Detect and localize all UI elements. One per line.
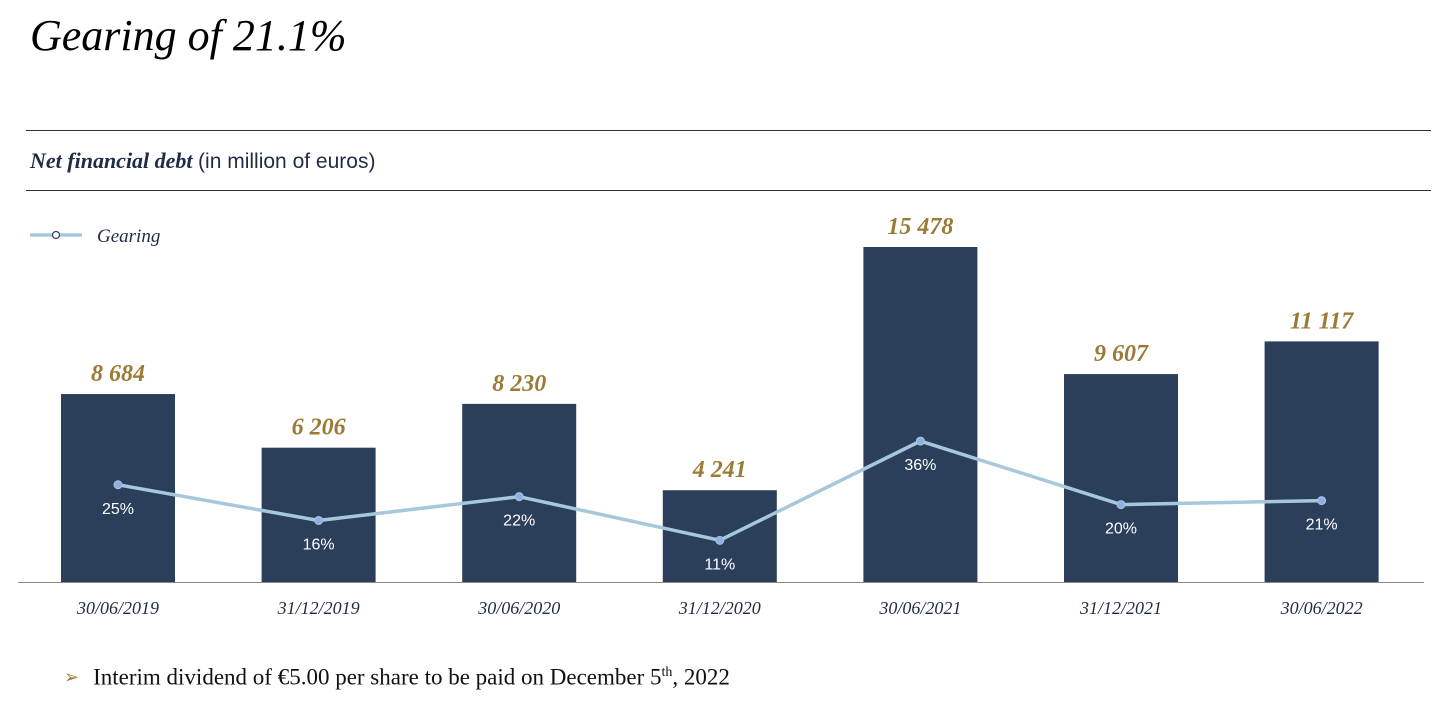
bar-value-label: 8 230 (492, 371, 546, 397)
x-tick-label: 31/12/2019 (277, 598, 360, 618)
gearing-value-label: 25% (102, 501, 134, 518)
bar-value-label: 4 241 (692, 457, 747, 483)
arrow-bullet-icon: ➢ (64, 666, 80, 688)
x-tick-label: 30/06/2022 (1280, 598, 1363, 618)
x-tick-label: 30/06/2020 (477, 598, 560, 618)
gearing-point (514, 492, 524, 502)
footer-text-before: Interim dividend of €5.00 per share to b… (93, 664, 662, 690)
gearing-point (113, 480, 123, 490)
footer-note: ➢ Interim dividend of €5.00 per share to … (64, 657, 730, 696)
gearing-value-label: 16% (303, 536, 335, 553)
x-tick-label: 30/06/2019 (76, 598, 159, 618)
bar-value-label: 9 607 (1094, 341, 1149, 367)
bar (1064, 374, 1178, 582)
gearing-value-label: 21% (1306, 517, 1338, 534)
footer-superscript: th (661, 665, 673, 680)
legend-label: Gearing (97, 226, 160, 247)
subtitle-unit: (in million of euros) (198, 150, 376, 173)
gearing-value-label: 36% (904, 457, 936, 474)
bottom-divider (26, 190, 1431, 191)
bar-value-label: 8 684 (91, 361, 145, 387)
legend-point-swatch (51, 230, 61, 240)
gearing-value-label: 22% (503, 513, 535, 530)
gearing-point (1317, 496, 1327, 506)
bar-value-label: 15 478 (887, 214, 953, 240)
bar-value-label: 6 206 (292, 415, 346, 441)
gearing-point (1116, 500, 1126, 510)
gearing-point (915, 436, 925, 446)
bar (1264, 341, 1379, 582)
bar (863, 247, 978, 582)
x-tick-label: 31/12/2021 (1079, 598, 1162, 618)
footer-text-after: , 2022 (672, 664, 730, 690)
x-tick-label: 30/06/2021 (878, 598, 961, 618)
gearing-value-label: 20% (1105, 521, 1137, 538)
x-tick-label: 31/12/2020 (678, 598, 761, 618)
top-divider (26, 130, 1431, 131)
subtitle-bold: Net financial debt (30, 148, 193, 173)
bar-value-label: 11 117 (1290, 308, 1354, 334)
chart-subtitle: Net financial debt (in million of euros) (30, 146, 375, 177)
gearing-point (715, 535, 725, 545)
gearing-value-label: 11% (704, 556, 735, 573)
page-title: Gearing of 21.1% (30, 11, 347, 60)
gearing-point (314, 515, 324, 525)
